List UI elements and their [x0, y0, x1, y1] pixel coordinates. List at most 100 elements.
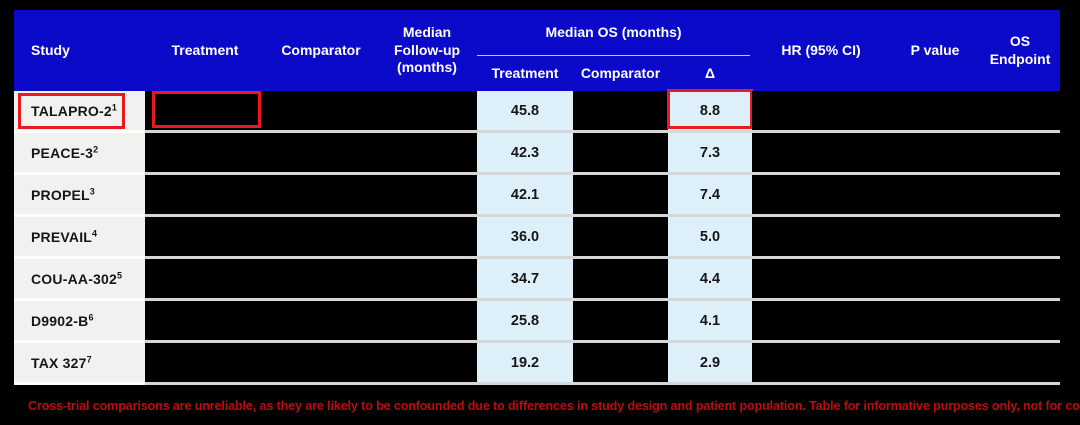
redacted-os-comparator-cell: [573, 217, 668, 259]
redacted-hr-cell: [752, 91, 891, 133]
study-name: PEACE-3: [31, 144, 94, 161]
table-row: PROPEL3 42.1 7.4: [14, 175, 1061, 217]
os-treatment-cell: 19.2: [477, 343, 573, 385]
redacted-treatment-cell: [145, 343, 265, 385]
study-footnote-ref: 3: [89, 185, 95, 196]
subheader-os-comparator: Comparator: [573, 56, 668, 91]
redacted-treatment-cell: [145, 175, 265, 217]
redacted-comparator-cell: [265, 175, 377, 217]
redacted-followup-cell: [377, 175, 477, 217]
redacted-os-comparator-cell: [573, 301, 668, 343]
os-delta-cell: 8.8: [667, 89, 754, 133]
os-treatment-cell: 42.3: [477, 133, 573, 175]
redacted-treatment-cell: [145, 133, 265, 175]
table-header: Study Treatment Comparator Median Follow…: [14, 10, 1061, 91]
redacted-comparator-cell: [265, 217, 377, 259]
os-delta-cell: 4.4: [668, 259, 753, 301]
study-name: TALAPRO-2: [31, 102, 112, 119]
header-median-os-group: Median OS (months): [477, 10, 753, 56]
os-treatment-cell: 36.0: [477, 217, 573, 259]
header-comparator: Comparator: [265, 10, 377, 91]
redacted-os-endpoint-cell: [980, 217, 1061, 259]
highlight-box-treatment: [152, 91, 261, 128]
redacted-followup-cell: [377, 343, 477, 385]
header-treatment: Treatment: [145, 10, 265, 91]
redacted-os-comparator-cell: [573, 133, 668, 175]
study-footnote-ref: 2: [93, 143, 99, 154]
redacted-followup-cell: [377, 217, 477, 259]
redacted-p-value-cell: [890, 217, 981, 259]
redacted-os-comparator-cell: [573, 259, 668, 301]
header-os-endpoint: OS Endpoint: [980, 10, 1061, 91]
study-cell: PROPEL3: [14, 175, 145, 217]
redacted-followup-cell: [377, 301, 477, 343]
redacted-p-value-cell: [890, 259, 981, 301]
header-median-followup: Median Follow-up (months): [377, 10, 477, 91]
os-delta-cell: 2.9: [668, 343, 753, 385]
redacted-hr-cell: [752, 343, 891, 385]
comparison-table: Study Treatment Comparator Median Follow…: [14, 10, 1061, 385]
redacted-os-endpoint-cell: [980, 91, 1061, 133]
study-name: PROPEL: [31, 186, 90, 203]
trial-comparison-table: Study Treatment Comparator Median Follow…: [14, 10, 1061, 385]
redacted-comparator-cell: [265, 133, 377, 175]
study-footnote-ref: 1: [111, 101, 118, 112]
study-name: D9902-B: [31, 312, 89, 329]
redacted-p-value-cell: [890, 301, 981, 343]
study-cell: D9902-B6: [14, 301, 145, 343]
redacted-comparator-cell: [265, 259, 377, 301]
os-treatment-cell: 42.1: [477, 175, 573, 217]
redacted-os-endpoint-cell: [980, 259, 1061, 301]
os-treatment-cell: 34.7: [477, 259, 573, 301]
subheader-os-treatment: Treatment: [477, 56, 573, 91]
table-row: TALAPRO-21 45.8 8.8: [14, 89, 1061, 133]
study-cell: TAX 3277: [14, 343, 145, 385]
os-delta-cell: 7.3: [668, 133, 753, 175]
table-row: TAX 3277 19.2 2.9: [14, 343, 1061, 385]
header-hr: HR (95% CI): [752, 10, 891, 91]
os-delta-cell: 7.4: [668, 175, 753, 217]
header-p-value: P value: [890, 10, 981, 91]
redacted-followup-cell: [377, 133, 477, 175]
redacted-os-endpoint-cell: [980, 301, 1061, 343]
redacted-hr-cell: [752, 175, 891, 217]
study-footnote-ref: 7: [86, 353, 92, 364]
redacted-comparator-cell: [265, 343, 377, 385]
table-row: D9902-B6 25.8 4.1: [14, 301, 1061, 343]
redacted-os-endpoint-cell: [980, 175, 1061, 217]
study-name: COU-AA-302: [31, 270, 118, 287]
redacted-treatment-cell: [145, 91, 265, 133]
subheader-os-delta: Δ: [668, 56, 753, 91]
study-cell: PEACE-32: [14, 133, 145, 175]
redacted-os-endpoint-cell: [980, 133, 1061, 175]
redacted-hr-cell: [752, 301, 891, 343]
table-row: PREVAIL4 36.0 5.0: [14, 217, 1061, 259]
redacted-followup-cell: [377, 91, 477, 133]
study-footnote-ref: 6: [88, 311, 94, 322]
os-treatment-cell: 45.8: [477, 91, 573, 133]
redacted-os-endpoint-cell: [980, 343, 1061, 385]
redacted-comparator-cell: [265, 301, 377, 343]
redacted-os-comparator-cell: [573, 343, 668, 385]
redacted-p-value-cell: [890, 91, 981, 133]
os-delta-cell: 4.1: [668, 301, 753, 343]
os-delta-cell: 5.0: [668, 217, 753, 259]
redacted-os-comparator-cell: [573, 175, 668, 217]
redacted-hr-cell: [752, 133, 891, 175]
median-os-group-label: Median OS (months): [477, 10, 751, 56]
table-row: PEACE-32 42.3 7.3: [14, 133, 1061, 175]
study-cell: PREVAIL4: [14, 217, 145, 259]
study-footnote-ref: 4: [92, 227, 98, 238]
study-name: PREVAIL: [31, 228, 93, 245]
header-study: Study: [14, 10, 145, 91]
disclaimer-footnote: Cross-trial comparisons are unreliable, …: [28, 399, 1080, 413]
redacted-hr-cell: [752, 259, 891, 301]
study-cell: TALAPRO-21: [14, 91, 145, 133]
redacted-hr-cell: [752, 217, 891, 259]
redacted-comparator-cell: [265, 91, 377, 133]
redacted-followup-cell: [377, 259, 477, 301]
redacted-treatment-cell: [145, 259, 265, 301]
study-footnote-ref: 5: [117, 269, 123, 280]
redacted-treatment-cell: [145, 301, 265, 343]
os-treatment-cell: 25.8: [477, 301, 573, 343]
